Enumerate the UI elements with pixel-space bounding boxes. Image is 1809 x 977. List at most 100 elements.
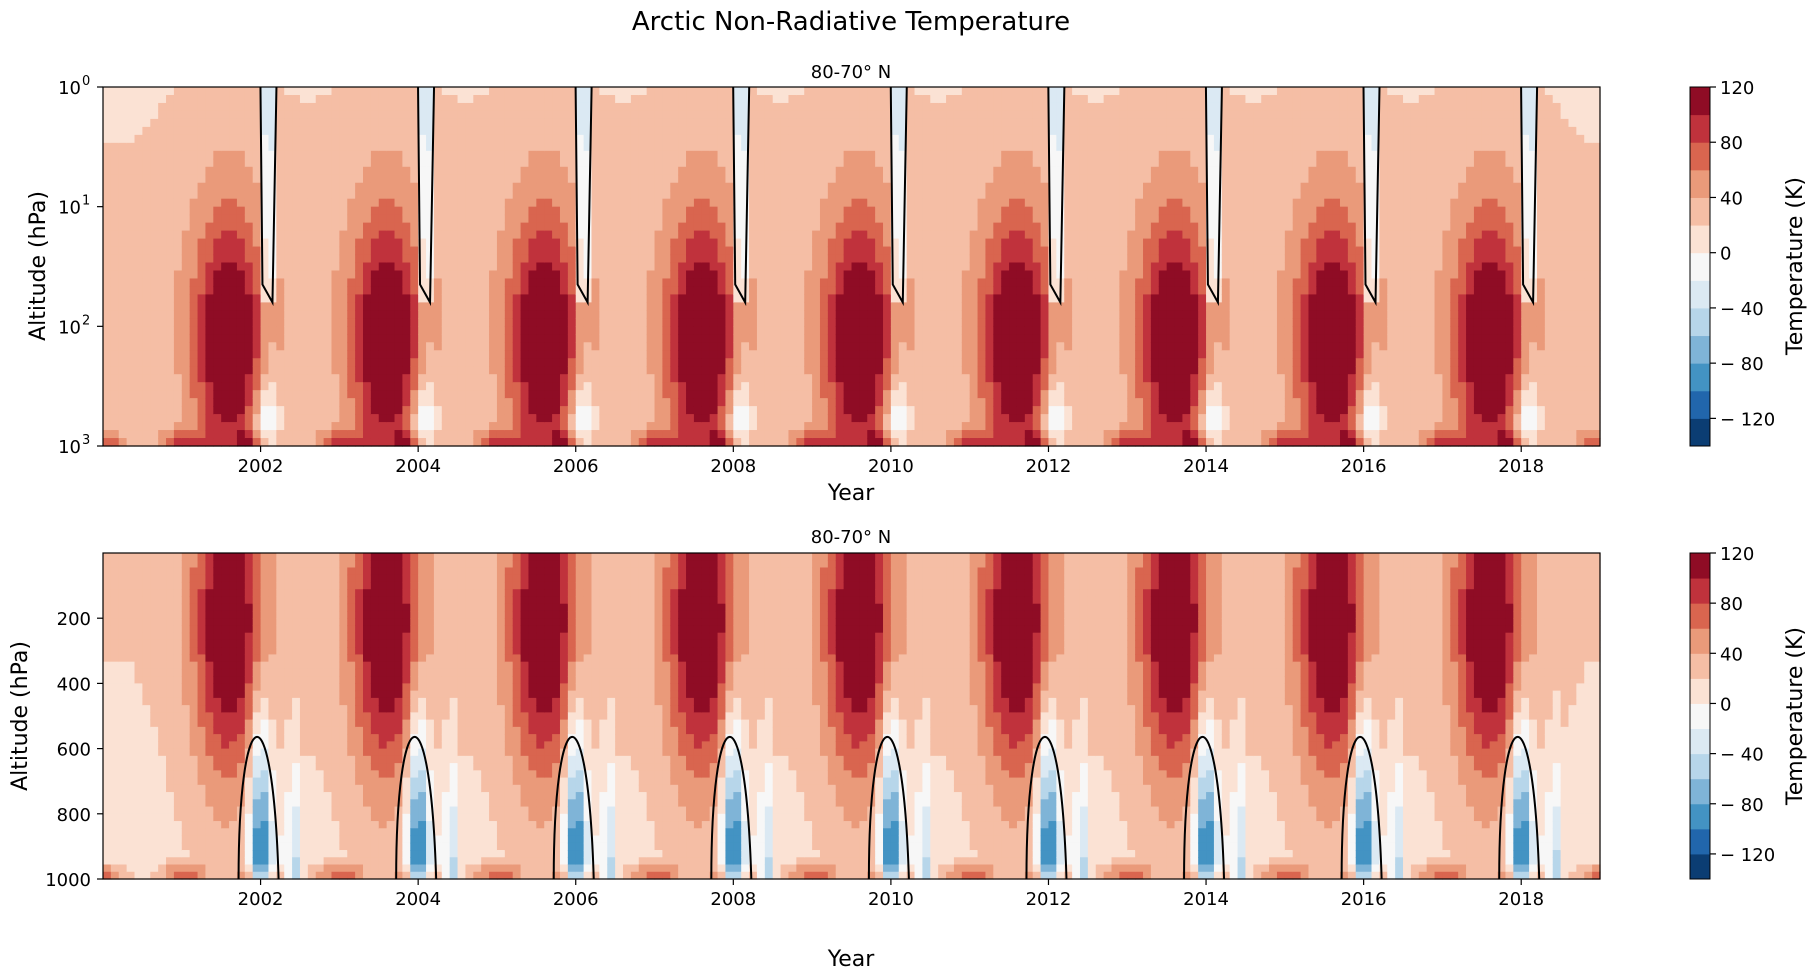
heatmap-cell [922,398,931,407]
heatmap-cell [733,118,742,128]
heatmap-cell [355,350,364,359]
heatmap-cell [473,134,482,144]
heatmap-cell [914,110,924,120]
heatmap-cell [260,438,270,447]
heatmap-cell [394,350,403,359]
heatmap-cell [922,350,931,359]
heatmap-cell [347,158,356,168]
heatmap-cell [749,430,758,439]
heatmap-cell [134,366,143,375]
heatmap-cell [544,326,553,335]
heatmap-cell [788,430,797,439]
heatmap-cell [173,294,183,303]
heatmap-cell [788,326,797,335]
heatmap-cell [536,286,545,296]
heatmap-cell [615,238,624,248]
heatmap-cell [307,87,317,96]
heatmap-cell [229,214,238,224]
heatmap-cell [630,206,640,216]
heatmap-cell [347,174,356,184]
heatmap-cell [410,342,419,351]
heatmap-cell [536,158,545,168]
heatmap-cell [221,374,230,383]
heatmap-cell [528,406,537,415]
heatmap-cell [142,254,151,264]
heatmap-cell [741,214,750,224]
heatmap-cell [559,294,569,303]
heatmap-cell [118,406,128,415]
heatmap-cell [189,190,199,200]
heatmap-cell [229,430,238,439]
heatmap-cell [670,254,679,264]
heatmap-cell [299,222,309,232]
heatmap-cell [433,230,443,240]
heatmap-cell [284,166,293,176]
heatmap-cell [701,87,711,96]
heatmap-cell [142,366,151,375]
heatmap-cell [134,374,143,383]
heatmap-cell [142,142,151,152]
heatmap-cell [953,126,963,136]
heatmap-cell [638,326,648,335]
heatmap-cell [166,430,175,439]
heatmap-cell [607,286,616,296]
heatmap-cell [134,350,143,359]
heatmap-cell [504,414,514,423]
heatmap-cell [544,102,553,112]
heatmap-cell [835,334,845,343]
heatmap-cell [567,198,577,208]
heatmap-cell [339,374,348,383]
heatmap-cell [181,94,191,104]
heatmap-cell [938,366,947,375]
heatmap-cell [260,326,270,335]
heatmap-cell [229,270,238,280]
heatmap-cell [355,182,364,192]
heatmap-cell [875,342,884,351]
heatmap-cell [686,294,695,303]
heatmap-cell [678,326,687,335]
heatmap-cell [701,94,711,104]
heatmap-cell [662,326,671,335]
heatmap-cell [150,230,159,240]
heatmap-cell [686,310,695,319]
heatmap-cell [110,358,120,367]
heatmap-cell [315,230,325,240]
heatmap-cell [229,326,238,335]
heatmap-cell [142,422,151,431]
heatmap-cell [930,126,939,136]
heatmap-cell [205,398,214,407]
heatmap-cell [804,270,813,280]
heatmap-cell [158,158,167,168]
heatmap-cell [307,214,317,224]
heatmap-cell [236,438,246,447]
heatmap-cell [205,94,214,104]
heatmap-cell [323,398,333,407]
heatmap-cell [158,294,167,303]
heatmap-cell [441,302,451,311]
heatmap-cell [623,342,632,351]
heatmap-cell [552,422,561,431]
heatmap-cell [906,350,916,359]
heatmap-cell [536,87,545,96]
heatmap-cell [236,134,246,144]
heatmap-cell [725,182,734,192]
heatmap-cell [867,414,876,423]
heatmap-cell [166,214,175,224]
heatmap-cell [922,342,931,351]
heatmap-cell [623,414,632,423]
heatmap-cell [969,278,979,288]
heatmap-cell [544,158,553,168]
heatmap-cell [812,358,821,367]
heatmap-cell [851,182,860,192]
heatmap-cell [418,262,427,272]
heatmap-cell [843,94,853,104]
heatmap-cell [961,270,971,280]
heatmap-cell [536,166,545,176]
heatmap-cell [197,254,207,264]
heatmap-cell [583,326,593,335]
heatmap-cell [591,438,600,447]
heatmap-cell [244,398,254,407]
heatmap-cell [536,310,545,319]
heatmap-cell [623,206,632,216]
heatmap-cell [725,126,734,136]
